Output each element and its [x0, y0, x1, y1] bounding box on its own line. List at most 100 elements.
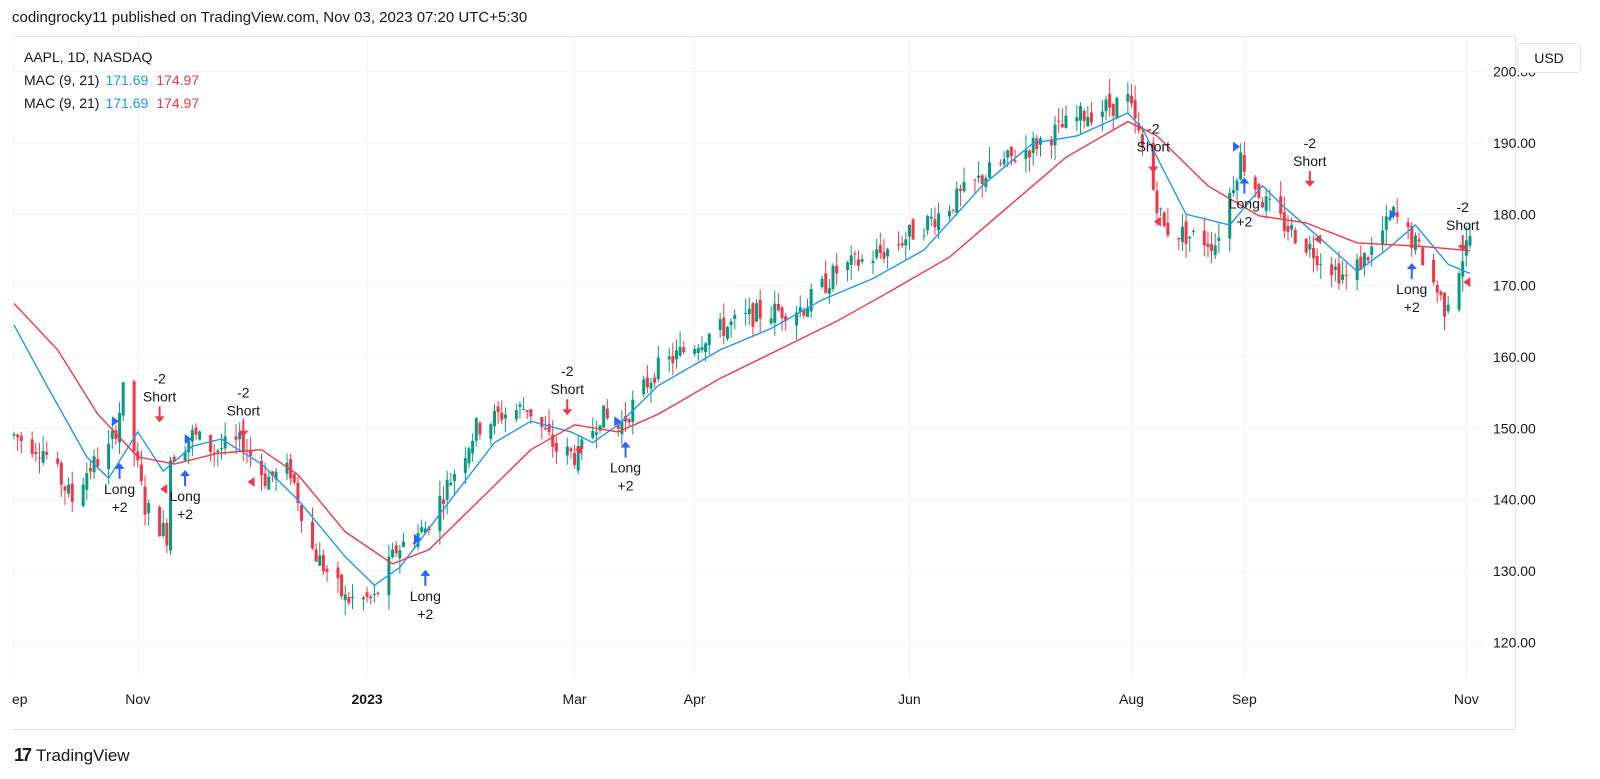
candle-body — [1217, 237, 1221, 241]
candle-body — [37, 457, 41, 459]
candle-body — [806, 308, 810, 317]
short-fill-marker — [1463, 277, 1471, 288]
x-tick-label: Nov — [125, 691, 150, 707]
long-qty-label: +2 — [1236, 214, 1252, 230]
candle-body — [1013, 160, 1017, 162]
candle-body — [773, 303, 777, 323]
candle-body — [398, 550, 402, 559]
candle-body — [693, 348, 697, 354]
candle-body — [1184, 221, 1188, 244]
candle-body — [1279, 196, 1283, 214]
candle-body — [645, 377, 649, 388]
candle-body — [67, 484, 71, 494]
candle-body — [1235, 180, 1239, 191]
candle-body — [795, 312, 799, 326]
candle-body — [372, 593, 376, 595]
candle-body — [445, 479, 449, 500]
candle-body — [856, 259, 860, 266]
long-label: Long — [410, 588, 441, 604]
short-qty-label: -2 — [1304, 135, 1317, 151]
candle-body — [656, 357, 660, 379]
short-label: Short — [551, 381, 585, 397]
candle-body — [886, 249, 890, 257]
candle-body — [1115, 97, 1119, 119]
candle-body — [212, 452, 216, 454]
candle-body — [518, 404, 522, 407]
candle-body — [1268, 198, 1272, 200]
tradingview-logo-icon: 17 — [14, 745, 32, 765]
candle-body — [1344, 274, 1348, 276]
candle-body — [1166, 222, 1170, 236]
candle-body — [194, 427, 198, 435]
candle-body — [1202, 230, 1206, 246]
candle-body — [551, 434, 555, 447]
candle-body — [1031, 137, 1035, 154]
x-tick-label: Mar — [562, 691, 586, 707]
candle-body — [183, 452, 187, 461]
candle-body — [114, 430, 118, 440]
candle-body — [580, 439, 584, 449]
candle-body — [1009, 146, 1013, 157]
candle-body — [1304, 239, 1308, 253]
candle-body — [998, 163, 1002, 165]
short-fill-marker — [575, 444, 583, 455]
y-tick-label: 190.00 — [1493, 135, 1536, 151]
long-arrow-head — [620, 441, 631, 448]
candle-body — [1293, 229, 1297, 244]
candle-body — [1075, 117, 1079, 122]
candle-body — [653, 377, 657, 383]
candle-body — [627, 419, 631, 423]
candle-body — [340, 574, 344, 596]
candle-body — [755, 303, 759, 322]
long-arrow-head — [420, 569, 431, 576]
candle-body — [296, 482, 300, 503]
candle-body — [361, 597, 365, 600]
candle-body — [1384, 216, 1388, 230]
long-fill-marker — [1233, 141, 1241, 152]
short-qty-label: -2 — [1456, 199, 1469, 215]
candle-body — [1188, 236, 1192, 239]
short-arrow-head — [238, 430, 249, 437]
candle-body — [1421, 247, 1425, 266]
candle-body — [449, 482, 453, 486]
long-qty-label: +2 — [417, 606, 433, 622]
short-fill-marker — [160, 483, 168, 494]
candle-body — [922, 235, 926, 237]
currency-button[interactable]: USD — [1517, 43, 1581, 73]
candle-body — [161, 523, 165, 536]
candle-body — [1231, 190, 1235, 194]
candle-body — [110, 430, 114, 439]
long-label: Long — [610, 459, 641, 475]
candle-body — [223, 436, 227, 449]
candle-body — [1213, 245, 1217, 255]
candle-body — [423, 528, 427, 533]
candle-body — [514, 410, 518, 420]
candle-body — [489, 424, 493, 439]
long-arrow-head — [180, 470, 191, 476]
moving-averages — [13, 112, 1471, 587]
legend-slow-value: 174.97 — [156, 95, 200, 111]
candle-body — [420, 527, 424, 533]
long-label: Long — [104, 481, 135, 497]
candle-body — [158, 506, 162, 537]
candle-body — [1333, 266, 1337, 271]
short-label: Short — [1446, 217, 1480, 233]
candle-body — [118, 412, 122, 443]
candle-body — [1464, 240, 1468, 256]
candle-body — [19, 436, 23, 442]
candle-body — [824, 273, 828, 293]
tradingview-brand[interactable]: 17 TradingView — [14, 745, 130, 766]
candle-body — [121, 382, 125, 416]
long-qty-label: +2 — [177, 506, 193, 522]
candle-body — [827, 288, 831, 294]
candle-body — [187, 440, 191, 453]
candle-body — [605, 408, 609, 419]
candle-body — [1006, 150, 1010, 158]
candle-body — [1432, 259, 1436, 283]
candle-body — [59, 463, 63, 485]
candle-body — [1457, 273, 1461, 310]
short-label: Short — [1137, 139, 1171, 155]
legend-symbol: AAPL, 1D, NASDAQ — [24, 49, 153, 65]
candle-body — [1461, 261, 1465, 277]
